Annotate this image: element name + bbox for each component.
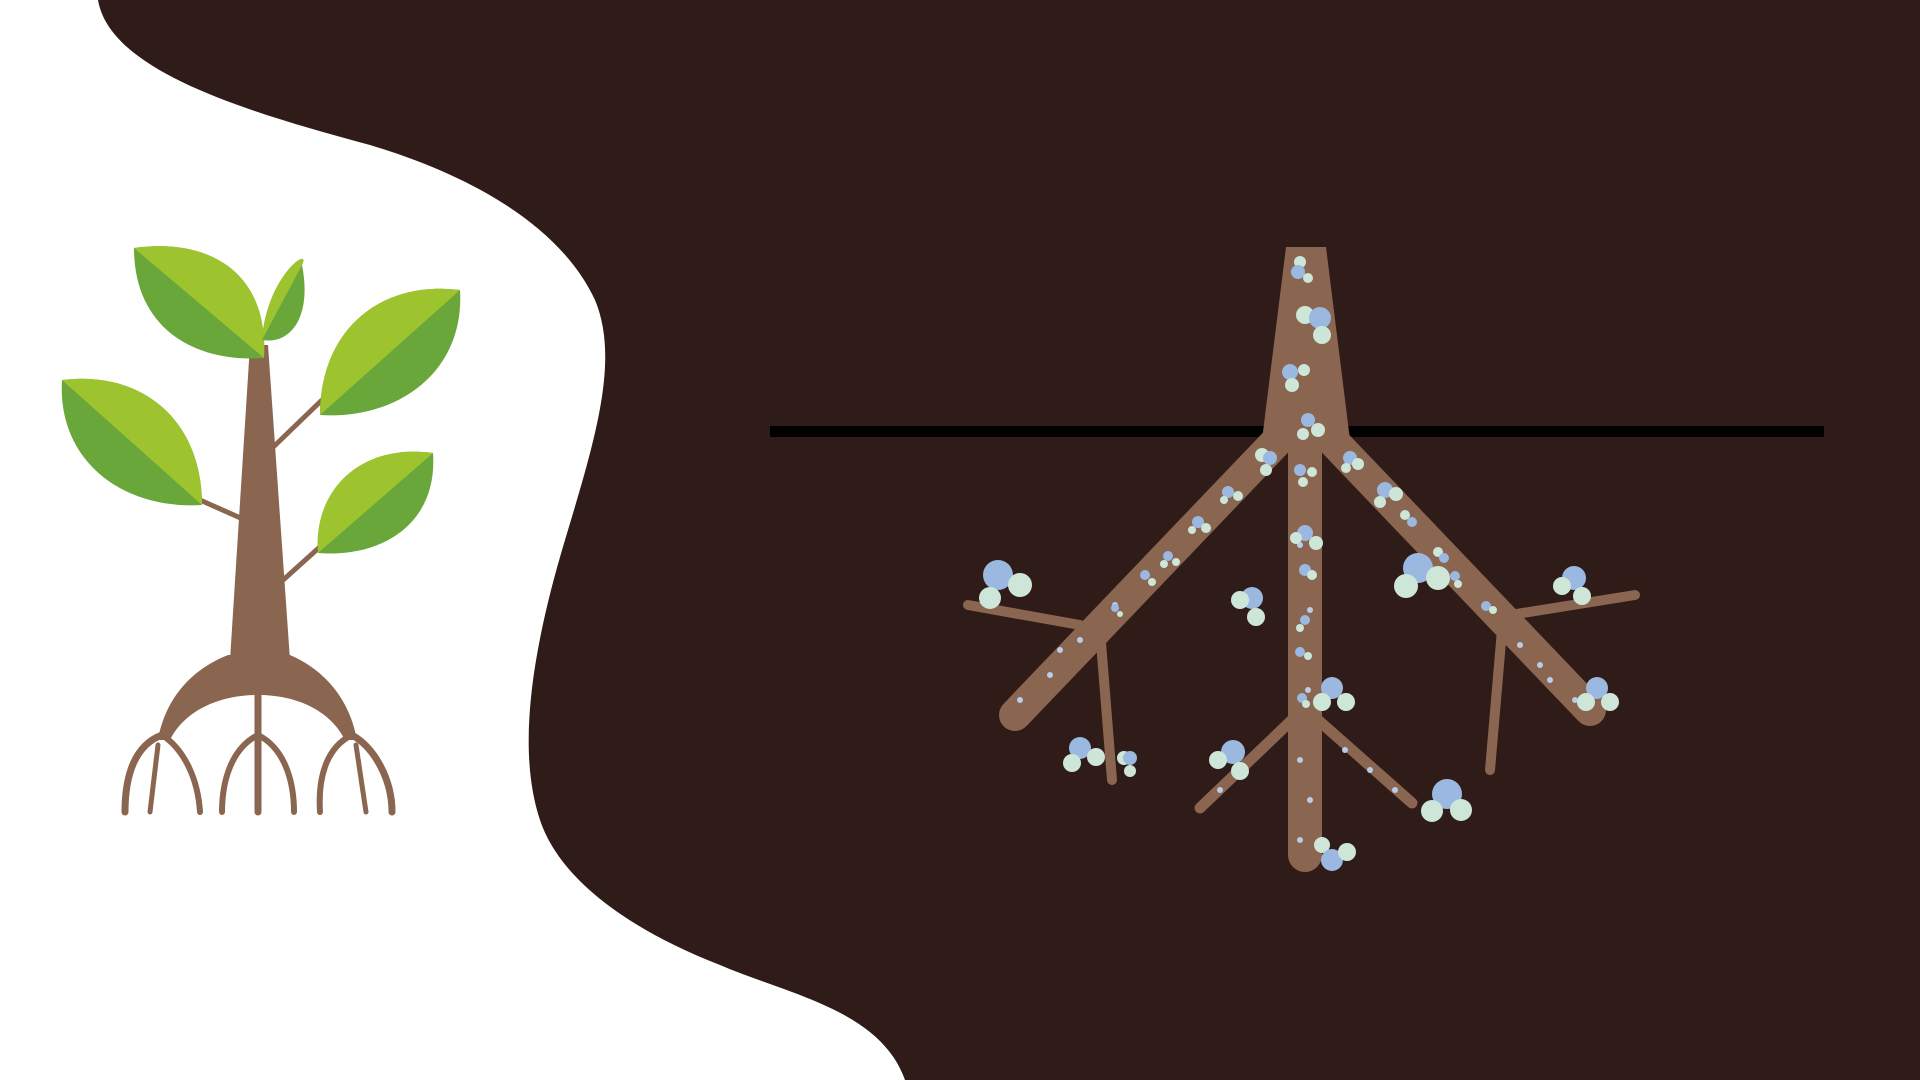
nodule — [1299, 564, 1317, 580]
nodule — [1433, 547, 1449, 563]
leaf — [320, 288, 461, 416]
stem — [1262, 247, 1350, 440]
nodule — [1296, 306, 1331, 344]
nodule — [1290, 525, 1323, 550]
nodule — [1140, 570, 1156, 586]
nodule — [1374, 482, 1403, 508]
leaf — [262, 258, 305, 341]
nodule — [1294, 464, 1317, 487]
nodule — [1160, 551, 1180, 568]
secondary-root — [1505, 590, 1640, 620]
nodule — [1111, 604, 1123, 617]
secondary-root — [1194, 714, 1298, 814]
nodule — [1314, 837, 1356, 871]
nodule — [979, 560, 1032, 609]
secondary-root — [1485, 625, 1507, 775]
leaf — [61, 378, 202, 506]
nodule — [1291, 256, 1313, 283]
nodule — [1577, 677, 1619, 711]
nodule — [1341, 451, 1364, 473]
nodule — [1295, 647, 1312, 660]
right-root — [1316, 424, 1606, 726]
nodule — [1255, 448, 1277, 476]
prop-roots — [121, 686, 396, 816]
nodule — [1188, 516, 1211, 534]
leaf — [134, 246, 265, 359]
nodule — [1297, 413, 1325, 440]
nodule — [1313, 677, 1355, 711]
secondary-root — [1095, 625, 1117, 785]
nodule — [1117, 751, 1137, 777]
nodule — [1282, 364, 1310, 392]
seedling-trunk — [230, 345, 290, 660]
leaf — [317, 451, 434, 554]
nodule — [1297, 693, 1310, 708]
root-system-icon — [770, 247, 1824, 872]
nodule — [1400, 510, 1417, 527]
nodule — [1231, 587, 1265, 626]
nodule — [1209, 740, 1249, 780]
seedling-root-crown — [158, 655, 357, 740]
nodule — [1296, 615, 1310, 632]
nodule — [1220, 486, 1243, 504]
seedling-icon — [61, 246, 461, 816]
nodule — [1063, 737, 1105, 772]
branch — [197, 497, 248, 523]
nodule — [1421, 779, 1472, 822]
nodule — [1553, 566, 1591, 605]
nodule — [1394, 553, 1462, 598]
nodule — [1481, 601, 1497, 614]
nodule-icon — [979, 256, 1619, 871]
